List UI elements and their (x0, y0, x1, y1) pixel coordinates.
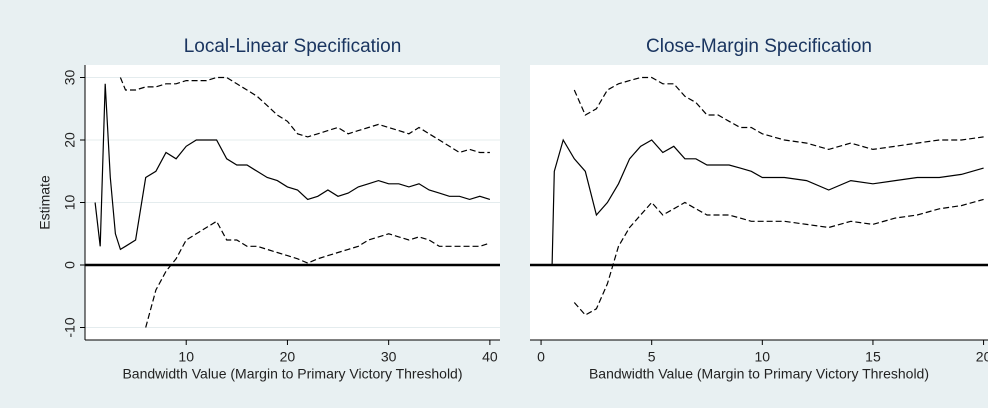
x-tick-label: 10 (178, 349, 194, 365)
y-tick-label: 0 (62, 261, 78, 269)
y-tick-label: -10 (62, 317, 78, 337)
y-axis-label: Estimate (37, 175, 53, 230)
x-tick-label: 10 (755, 349, 771, 365)
confidence-line (573, 198, 984, 316)
x-tick-label: 0 (537, 349, 545, 365)
confidence-line (573, 76, 984, 151)
x-tick-label: 20 (976, 349, 988, 365)
x-tick-label: 40 (482, 349, 498, 365)
y-tick-label: 20 (62, 132, 78, 148)
y-tick-label: 30 (62, 70, 78, 86)
x-tick-label: 5 (648, 349, 656, 365)
x-axis-label: Bandwidth Value (Margin to Primary Victo… (589, 366, 929, 382)
y-tick-label: 10 (62, 195, 78, 211)
x-tick-label: 20 (280, 349, 296, 365)
confidence-line (145, 220, 491, 328)
chart-title: Local-Linear Specification (184, 36, 402, 57)
confidence-line (119, 76, 490, 154)
x-tick-label: 30 (381, 349, 397, 365)
chart-title: Close-Margin Specification (646, 36, 872, 57)
x-axis-label: Bandwidth Value (Margin to Primary Victo… (122, 366, 462, 382)
estimate-line (94, 83, 491, 251)
estimate-line (541, 138, 984, 266)
x-tick-label: 15 (865, 349, 881, 365)
plot-area (530, 65, 988, 340)
